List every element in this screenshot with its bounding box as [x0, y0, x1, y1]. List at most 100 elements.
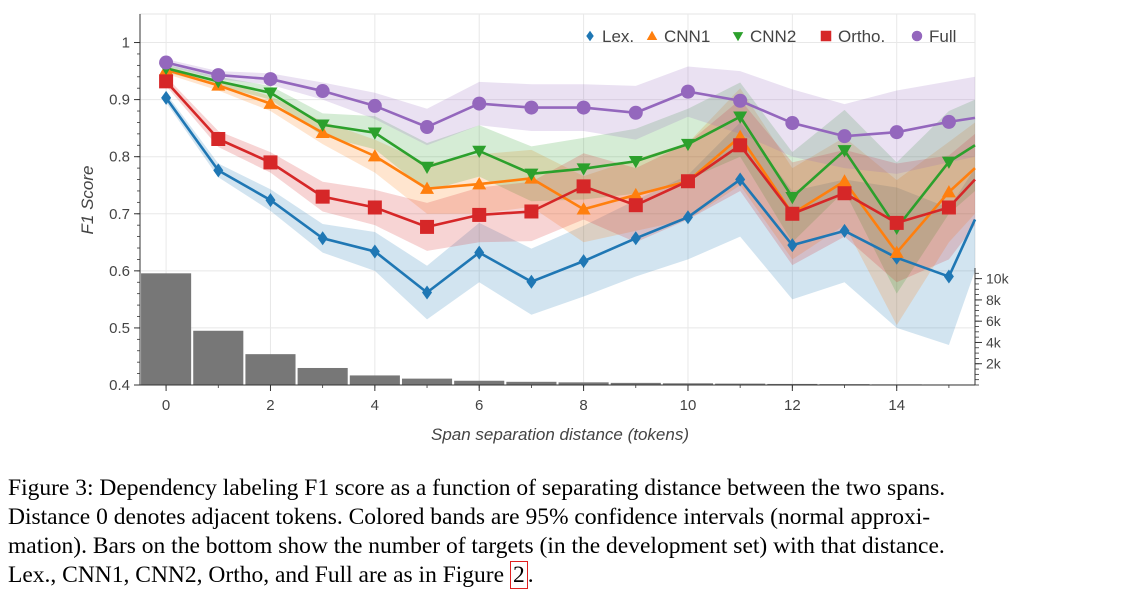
data-point — [211, 131, 226, 146]
data-point — [367, 98, 382, 113]
y-tick-label: 0.8 — [109, 149, 130, 166]
data-point — [474, 245, 485, 260]
data-point — [263, 72, 278, 87]
data-point — [367, 127, 382, 140]
histogram-bar — [349, 375, 400, 385]
data-point — [889, 215, 904, 230]
histogram-bars — [141, 273, 974, 385]
data-point — [422, 285, 433, 300]
data-point — [315, 119, 330, 132]
data-point — [941, 156, 956, 169]
data-point — [159, 55, 174, 70]
histogram-bar — [245, 354, 296, 385]
histogram-bar — [454, 380, 505, 385]
data-point — [733, 111, 748, 124]
legend: Lex. CNN1 CNN2 Ortho. Full — [586, 27, 956, 46]
confidence-bands — [166, 59, 975, 346]
figure-caption: Figure 3: Dependency labeling F1 score a… — [8, 474, 1112, 590]
data-point — [524, 100, 539, 115]
x-tick-label: 4 — [371, 397, 379, 414]
data-point — [943, 269, 954, 284]
data-point — [263, 155, 278, 170]
caption-text: . — [527, 562, 534, 588]
data-point — [787, 238, 798, 253]
histogram-bar — [662, 383, 714, 385]
y-tick-label: 1 — [122, 35, 130, 52]
data-point — [420, 181, 435, 194]
y-axis-label: F1 Score — [78, 166, 97, 235]
data-point — [837, 129, 852, 144]
data-point — [576, 100, 591, 115]
x-axis-label: Span separation distance (tokens) — [431, 425, 689, 444]
data-point — [680, 84, 695, 99]
confidence-band — [166, 93, 975, 346]
y-tick-label: 0.6 — [109, 263, 130, 280]
data-point — [161, 90, 172, 105]
histogram-bar — [141, 273, 192, 385]
histogram-bar — [767, 383, 818, 385]
data-point — [369, 244, 380, 259]
chart: 0.40.50.60.70.80.910 2 4 6 8 10 12 142k4k6k8k10… — [78, 13, 1010, 444]
data-point — [941, 185, 956, 198]
data-point — [526, 274, 537, 289]
data-point — [941, 200, 956, 215]
data-point — [420, 120, 435, 135]
data-point — [785, 116, 800, 131]
data-point — [211, 68, 226, 83]
data-point — [317, 231, 328, 246]
y-tick-label: 0.9 — [109, 92, 130, 109]
data-point — [646, 30, 658, 40]
y-tick-label: 0.5 — [109, 320, 130, 337]
data-point — [367, 200, 382, 215]
data-point — [367, 149, 382, 162]
data-point — [732, 32, 744, 42]
data-point — [628, 187, 643, 201]
data-point — [586, 30, 594, 42]
figure-reference-link[interactable]: 2 — [509, 561, 528, 589]
confidence-band — [166, 59, 975, 174]
data-point — [630, 231, 641, 246]
caption-text: Lex., CNN1, CNN2, Ortho, and Full are as… — [8, 562, 510, 588]
series-markers — [159, 55, 956, 300]
data-point — [576, 202, 591, 215]
x-tick-label: 12 — [784, 397, 801, 414]
histogram-bar — [558, 382, 609, 385]
histogram-bar — [715, 383, 766, 385]
data-point — [524, 168, 539, 181]
confidence-band — [166, 76, 975, 283]
data-point — [628, 105, 643, 120]
data-point — [213, 163, 224, 178]
x-tick-label: 0 — [162, 397, 170, 414]
secondary-tick-label: 10k — [986, 271, 1010, 287]
y-tick-label: 0.7 — [109, 206, 130, 223]
data-point — [839, 223, 850, 238]
data-point — [733, 138, 748, 153]
data-point — [420, 161, 435, 174]
data-point — [472, 177, 487, 190]
data-point — [941, 114, 956, 129]
caption-line: Distance 0 denotes adjacent tokens. Colo… — [8, 504, 931, 530]
data-point — [472, 96, 487, 111]
data-point — [472, 207, 487, 222]
data-point — [524, 204, 539, 219]
data-point — [315, 84, 330, 99]
data-point — [889, 245, 904, 258]
x-tick-label: 8 — [579, 397, 587, 414]
data-point — [315, 189, 330, 204]
data-point — [680, 138, 695, 152]
data-point — [263, 96, 278, 109]
confidence-band — [166, 64, 975, 294]
x-tick-label: 6 — [475, 397, 483, 414]
x-tick-label: 2 — [266, 397, 274, 414]
legend-label: CNN2 — [750, 27, 796, 46]
caption-line: mation). Bars on the bottom show the num… — [8, 533, 945, 559]
secondary-tick-label: 4k — [986, 334, 1002, 350]
data-point — [837, 174, 852, 187]
data-point — [785, 206, 800, 221]
x-tick-label: 10 — [680, 397, 697, 414]
secondary-tick-label: 2k — [986, 356, 1002, 372]
data-point — [472, 145, 487, 158]
data-point — [159, 74, 174, 89]
data-point — [733, 93, 748, 108]
